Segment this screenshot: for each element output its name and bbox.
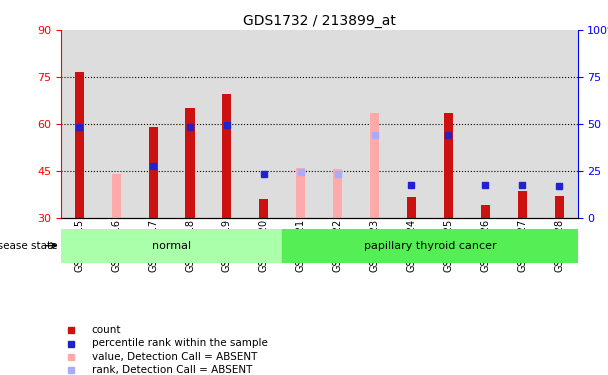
Bar	[282, 229, 578, 262]
Bar	[481, 205, 490, 218]
Bar	[112, 174, 121, 217]
Bar	[333, 169, 342, 217]
Bar	[259, 199, 268, 217]
Bar	[370, 113, 379, 218]
Text: count: count	[92, 326, 122, 335]
Title: GDS1732 / 213899_at: GDS1732 / 213899_at	[243, 13, 396, 28]
Bar	[185, 108, 195, 218]
Text: papillary thyroid cancer: papillary thyroid cancer	[364, 241, 496, 250]
Text: normal: normal	[152, 241, 191, 250]
Bar	[75, 72, 84, 217]
Bar	[296, 168, 305, 217]
Bar	[223, 94, 232, 218]
Bar	[148, 127, 157, 218]
Bar	[517, 191, 527, 217]
Text: percentile rank within the sample: percentile rank within the sample	[92, 339, 268, 348]
Bar	[61, 229, 282, 262]
Bar	[407, 197, 416, 217]
Text: value, Detection Call = ABSENT: value, Detection Call = ABSENT	[92, 352, 257, 362]
Text: rank, Detection Call = ABSENT: rank, Detection Call = ABSENT	[92, 365, 252, 375]
Text: disease state: disease state	[0, 241, 58, 250]
Bar	[554, 196, 564, 217]
Bar	[444, 113, 453, 218]
